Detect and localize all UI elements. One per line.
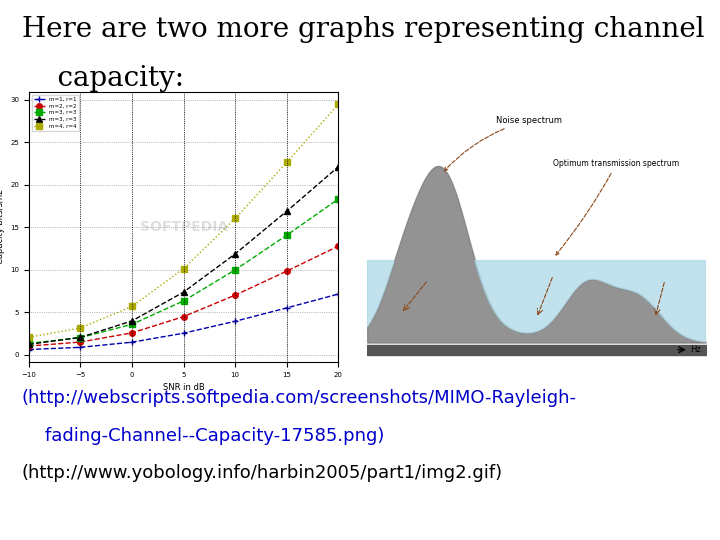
Line: m=3, r=3: m=3, r=3: [26, 164, 341, 347]
Text: Hz: Hz: [690, 345, 701, 354]
Line: m=1, r=1: m=1, r=1: [26, 291, 341, 352]
m=4, r=4: [282, 159, 291, 166]
Text: Optimum transmission spectrum: Optimum transmission spectrum: [553, 159, 680, 255]
m=1, r=1: [24, 346, 33, 353]
m=2, r=2: [24, 343, 33, 349]
m=4, r=4: [127, 303, 136, 309]
Line: m=4, r=4: m=4, r=4: [26, 102, 341, 340]
m=3, r=3: [24, 341, 33, 348]
m=1, r=1: [282, 305, 291, 311]
m=3, r=3: [334, 196, 343, 202]
m=2, r=2: [231, 292, 240, 299]
m=4, r=4: [334, 101, 343, 107]
Text: (http://webscripts.softpedia.com/screenshots/MIMO-Rayleigh-: (http://webscripts.softpedia.com/screens…: [22, 389, 577, 407]
Line: m=2, r=2: m=2, r=2: [26, 244, 341, 349]
Y-axis label: Capacity bits/s/hz: Capacity bits/s/hz: [0, 190, 4, 264]
m=3, r=3: [127, 321, 136, 328]
m=2, r=2: [282, 268, 291, 274]
m=1, r=1: [76, 344, 85, 350]
m=3, r=3: [76, 334, 85, 341]
m=4, r=4: [179, 265, 188, 272]
m=1, r=1: [231, 318, 240, 325]
m=3, r=3: [76, 334, 85, 341]
m=3, r=3: [24, 340, 33, 347]
m=2, r=2: [76, 339, 85, 345]
m=3, r=3: [282, 232, 291, 238]
m=1, r=1: [334, 291, 343, 297]
m=3, r=3: [179, 289, 188, 295]
m=3, r=3: [179, 298, 188, 304]
m=2, r=2: [334, 243, 343, 249]
Text: Noise spectrum: Noise spectrum: [444, 116, 562, 171]
Text: Here are two more graphs representing channel: Here are two more graphs representing ch…: [22, 16, 704, 43]
m=3, r=3: [282, 208, 291, 214]
Line: m=3, r=3: m=3, r=3: [26, 196, 341, 346]
Text: fading-Channel--Capacity-17585.png): fading-Channel--Capacity-17585.png): [22, 427, 384, 444]
m=4, r=4: [24, 334, 33, 341]
m=3, r=3: [334, 164, 343, 170]
m=3, r=3: [127, 318, 136, 324]
m=4, r=4: [76, 325, 85, 331]
X-axis label: SNR in dB: SNR in dB: [163, 383, 204, 392]
Text: capacity:: capacity:: [22, 65, 184, 92]
m=2, r=2: [127, 329, 136, 336]
m=2, r=2: [179, 313, 188, 320]
Text: (http://www.yobology.info/harbin2005/part1/img2.gif): (http://www.yobology.info/harbin2005/par…: [22, 464, 503, 482]
m=3, r=3: [231, 251, 240, 257]
Text: SOFTPEDIA: SOFTPEDIA: [140, 220, 228, 234]
m=1, r=1: [127, 339, 136, 346]
m=1, r=1: [179, 330, 188, 336]
m=4, r=4: [231, 215, 240, 222]
m=3, r=3: [231, 267, 240, 273]
Legend: m=1, r=1, m=2, r=2, m=3, r=3, m=3, r=3, m=4, r=4: m=1, r=1, m=2, r=2, m=3, r=3, m=3, r=3, …: [32, 94, 79, 131]
